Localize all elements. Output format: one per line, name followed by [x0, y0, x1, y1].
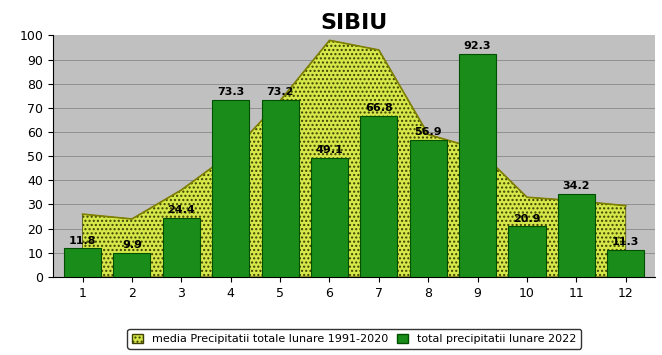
- Bar: [163, 218, 200, 277]
- Bar: [459, 54, 496, 277]
- Text: 49.1: 49.1: [316, 146, 344, 155]
- Text: 24.4: 24.4: [167, 205, 195, 215]
- Text: 73.3: 73.3: [217, 87, 244, 97]
- Bar: [311, 158, 348, 277]
- Text: 34.2: 34.2: [563, 181, 590, 191]
- Bar: [213, 100, 249, 277]
- Text: 66.8: 66.8: [365, 103, 393, 113]
- Text: 11.8: 11.8: [69, 235, 97, 246]
- Legend: media Precipitatii totale lunare 1991-2020, total precipitatii lunare 2022: media Precipitatii totale lunare 1991-20…: [128, 329, 581, 349]
- Bar: [558, 194, 595, 277]
- Text: 56.9: 56.9: [414, 127, 442, 137]
- Bar: [113, 253, 150, 277]
- Bar: [607, 250, 644, 277]
- Bar: [410, 140, 447, 277]
- Bar: [261, 100, 299, 277]
- Text: 9.9: 9.9: [122, 240, 142, 250]
- Bar: [64, 248, 101, 277]
- Text: 73.2: 73.2: [266, 87, 294, 97]
- Bar: [508, 226, 545, 277]
- Title: SIBIU: SIBIU: [320, 12, 388, 33]
- Bar: [360, 116, 397, 277]
- Text: 92.3: 92.3: [464, 41, 491, 51]
- Text: 11.3: 11.3: [612, 237, 639, 247]
- Text: 20.9: 20.9: [513, 214, 541, 224]
